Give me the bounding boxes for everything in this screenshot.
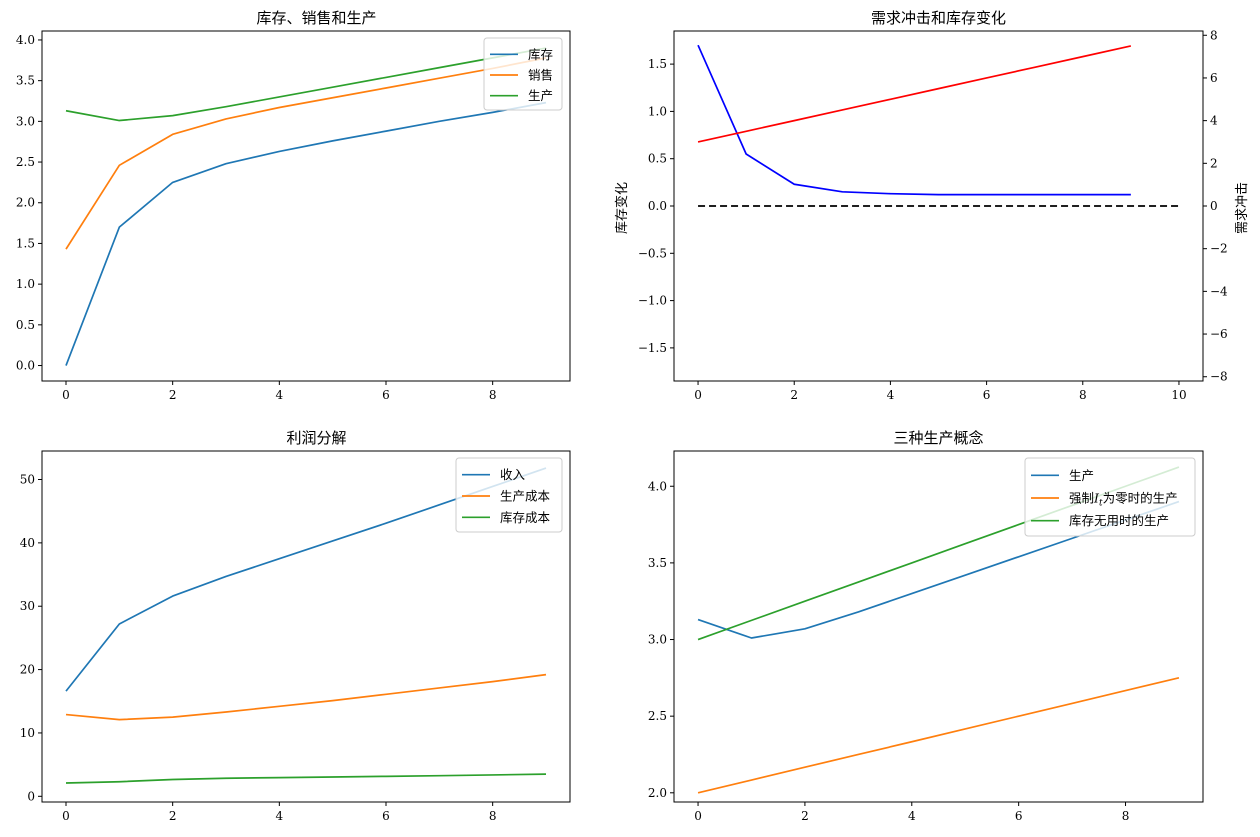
x-tick-label: 4 xyxy=(887,388,895,402)
y-tick-label: 0.5 xyxy=(16,318,35,332)
y2-tick-label: 2 xyxy=(1210,156,1218,170)
x-tick-label: 2 xyxy=(169,388,177,402)
x-tick-label: 6 xyxy=(983,388,991,402)
axes-frame xyxy=(41,30,571,382)
y-tick-label: 1.5 xyxy=(16,236,35,250)
y-tick-label: 0.5 xyxy=(648,152,667,166)
legend-label: 强制It为零时的生产 xyxy=(1069,491,1178,509)
x-tick-label: 0 xyxy=(694,809,702,823)
x-tick-label: 4 xyxy=(908,809,916,823)
series-line-2 xyxy=(697,45,1132,143)
series-line-1 xyxy=(697,44,1131,196)
x-tick-label: 8 xyxy=(1079,388,1087,402)
y-tick-label: 1.0 xyxy=(16,277,35,291)
y2-tick-label: 6 xyxy=(1210,71,1218,85)
chart-title: 库存、销售和生产 xyxy=(256,9,376,27)
legend-label: 生产成本 xyxy=(500,489,551,504)
legend-frame xyxy=(1024,457,1196,537)
x-tick-label: 2 xyxy=(169,809,177,823)
y-tick-label: 2.5 xyxy=(16,155,35,169)
y-tick-label: 2.0 xyxy=(648,786,667,800)
y-tick-label: 2.0 xyxy=(16,196,35,210)
y2-tick-label: 8 xyxy=(1210,28,1218,42)
legend-label: 收入 xyxy=(500,467,526,482)
y2-tick-label: 0 xyxy=(1210,199,1218,213)
y2-tick-label: −8 xyxy=(1210,370,1228,384)
y-axis-label-right: 需求冲击 xyxy=(1235,182,1250,234)
x-tick-label: 4 xyxy=(276,809,284,823)
y-tick-label: 4.0 xyxy=(16,33,35,47)
y-tick-label: 4.0 xyxy=(648,479,667,493)
x-tick-label: 2 xyxy=(790,388,798,402)
y-tick-label: 0.0 xyxy=(648,199,667,213)
y-tick-label: 50 xyxy=(20,473,35,487)
y2-tick-label: −4 xyxy=(1210,284,1228,298)
y-tick-label: 1.0 xyxy=(648,104,667,118)
chart-inventory-sales-production: 库存、销售和生产 0 2 4 6 8 0.0 0.5 1.0 1.5 2.0 2.5 3.0 3.5 4.… xyxy=(16,9,571,402)
y-tick-label: 30 xyxy=(20,599,35,613)
axes-frame xyxy=(41,450,571,803)
x-tick-label: 2 xyxy=(801,809,809,823)
axes-frame xyxy=(673,450,1204,803)
y-tick-label: 3.0 xyxy=(16,114,35,128)
y2-tick-label: 4 xyxy=(1210,114,1218,128)
y-tick-label: 1.5 xyxy=(648,57,667,71)
y-tick-label: 3.5 xyxy=(648,556,667,570)
chart-demand-shock-inventory-change: 需求冲击和库存变化 库存变化 需求冲击 0 2 4 6 8 10 −1.5 −1.0 −0.5 0… xyxy=(614,9,1250,402)
legend-label: 生产 xyxy=(1069,468,1094,483)
chart-title: 利润分解 xyxy=(286,429,346,447)
legend-label: 生产 xyxy=(528,88,553,103)
y2-tick-label: −2 xyxy=(1210,242,1228,256)
y-tick-label: 0 xyxy=(27,789,35,803)
legend-label: 库存 xyxy=(528,47,553,62)
x-tick-label: 0 xyxy=(62,388,70,402)
y-tick-label: 3.5 xyxy=(16,74,35,88)
x-tick-label: 0 xyxy=(694,388,702,402)
legend-label: 库存无用时的生产 xyxy=(1069,513,1169,528)
series-line-1 xyxy=(65,101,547,366)
legend-label: 库存成本 xyxy=(500,510,551,525)
legend-frame xyxy=(483,37,563,111)
x-tick-label: 8 xyxy=(489,388,497,402)
series-line-2 xyxy=(65,673,547,721)
x-tick-label: 6 xyxy=(382,809,390,823)
y-tick-label: −1.0 xyxy=(638,294,667,308)
y-tick-label: 10 xyxy=(20,726,35,740)
y-tick-label: 40 xyxy=(20,536,35,550)
y-tick-label: 2.5 xyxy=(648,709,667,723)
y2-tick-label: −6 xyxy=(1210,327,1228,341)
y-tick-label: −1.5 xyxy=(638,341,667,355)
x-tick-label: 8 xyxy=(489,809,497,823)
x-tick-label: 10 xyxy=(1171,388,1186,402)
series-line-2 xyxy=(65,57,547,250)
y-tick-label: 20 xyxy=(20,663,35,677)
x-tick-label: 4 xyxy=(276,388,284,402)
legend-label: 销售 xyxy=(528,68,553,83)
y-axis-label-left: 库存变化 xyxy=(614,182,630,234)
chart-three-production-concepts: 三种生产概念 0 2 4 6 8 2.0 2.5 3.0 3.5 4.0 生产强制It为零时的生产库… xyxy=(648,429,1204,823)
legend-frame xyxy=(455,457,563,533)
series-line-3 xyxy=(65,773,547,784)
y-tick-label: −0.5 xyxy=(638,246,667,260)
x-tick-label: 6 xyxy=(382,388,390,402)
series-line-2 xyxy=(697,677,1180,794)
chart-title: 需求冲击和库存变化 xyxy=(871,9,1006,27)
x-tick-label: 6 xyxy=(1015,809,1023,823)
chart-title: 三种生产概念 xyxy=(893,429,983,447)
y-tick-label: 3.0 xyxy=(648,633,667,647)
x-tick-label: 8 xyxy=(1122,809,1130,823)
y-tick-label: 0.0 xyxy=(16,359,35,373)
x-tick-label: 0 xyxy=(62,809,70,823)
series-line-3 xyxy=(65,47,547,122)
